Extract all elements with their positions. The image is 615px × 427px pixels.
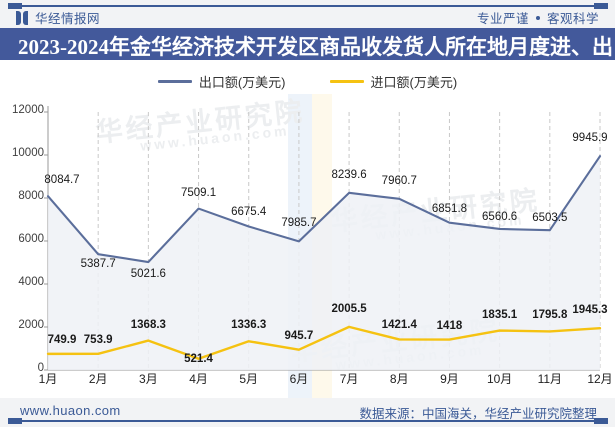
- tagline-right: 客观科学: [546, 12, 599, 26]
- page-footer: www.huaon.com 数据来源：中国海关，华经产业研究院整理: [0, 398, 615, 427]
- data-point-label: 753.9: [83, 333, 113, 346]
- footer-divider: [8, 418, 608, 424]
- brand-name: 华经情报网: [35, 12, 101, 26]
- x-axis-tick-label: 7月: [339, 372, 359, 386]
- y-axis-tick-label: 6000: [18, 233, 44, 245]
- data-point-label: 9945.9: [572, 132, 608, 145]
- data-point-label: 7509.1: [180, 186, 217, 199]
- footer-site-link[interactable]: www.huaon.com: [20, 403, 121, 418]
- brand-logo: 华经情报网: [16, 8, 100, 27]
- data-point-label: 6675.4: [231, 206, 267, 219]
- chart-legend: 出口额(万美元) 进口额(万美元): [0, 68, 615, 94]
- y-axis-tick-label: 4000: [18, 276, 44, 288]
- legend-swatch-export: [157, 79, 192, 83]
- x-axis-tick-label: 8月: [389, 372, 409, 386]
- x-axis-tick-label: 5月: [239, 372, 259, 386]
- data-point-label: 1835.1: [482, 308, 518, 321]
- chart-title-band: 2023-2024年金华经济技术开发区商品收发货人所在地月度进、出口额: [0, 28, 615, 60]
- y-axis-tick-label: 10000: [12, 147, 44, 159]
- data-point-label: 1368.3: [130, 318, 166, 331]
- plot-canvas: [44, 106, 602, 371]
- x-axis-tick-label: 4月: [189, 372, 208, 386]
- x-axis-tick-label: 11月: [537, 372, 563, 386]
- page-title: 2023-2024年金华经济技术开发区商品收发货人所在地月度进、出口额: [18, 35, 615, 59]
- data-point-label: 2005.5: [331, 302, 367, 315]
- footer-source: 数据来源：中国海关，华经产业研究院整理: [359, 407, 597, 421]
- y-axis-tick-label: 2000: [18, 319, 44, 331]
- data-point-label: 749.9: [47, 333, 77, 346]
- header-divider: [8, 3, 608, 9]
- huaon-logo-icon: [16, 10, 29, 25]
- data-point-label: 6560.6: [482, 210, 518, 223]
- data-point-label: 1795.8: [532, 309, 568, 322]
- data-point-label: 7960.7: [381, 174, 417, 187]
- tagline-left: 专业严谨: [476, 12, 529, 26]
- x-axis-tick-label: 10月: [486, 372, 513, 386]
- x-axis-tick-label: 6月: [289, 372, 309, 386]
- brand-header: 华经情报网 专业严谨 客观科学: [0, 0, 615, 28]
- data-point-label: 7985.7: [281, 217, 317, 230]
- y-axis-tick-label: 0: [37, 362, 44, 374]
- x-axis-tick-label: 3月: [139, 372, 158, 386]
- chart-area: 华经产业研究院 www.huaon.com 华经产业研究院 www.huaon.…: [0, 94, 615, 398]
- data-point-label: 1336.3: [231, 319, 267, 332]
- data-point-label: 1945.3: [572, 304, 608, 317]
- x-axis-tick-label: 1月: [38, 372, 58, 386]
- data-point-label: 5021.6: [130, 268, 166, 281]
- data-point-label: 5387.7: [80, 258, 116, 271]
- x-axis-tick-label: 12月: [587, 372, 613, 386]
- x-axis-tick-label: 2月: [88, 372, 108, 386]
- x-axis-tick-label: 9月: [440, 372, 459, 386]
- data-point-label: 6851.8: [431, 202, 468, 215]
- legend-item-import[interactable]: 进口额(万美元): [329, 72, 458, 91]
- legend-swatch-import: [329, 79, 364, 83]
- legend-label-import: 进口额(万美元): [370, 74, 458, 90]
- data-point-label: 8084.7: [44, 174, 80, 187]
- y-axis-tick-label: 12000: [12, 104, 44, 116]
- data-point-label: 521.4: [184, 352, 213, 365]
- y-axis-tick-label: 8000: [18, 190, 44, 202]
- legend-label-export: 出口额(万美元): [198, 74, 286, 90]
- legend-item-export[interactable]: 出口额(万美元): [157, 72, 286, 91]
- bullet-dot-icon: [535, 15, 540, 20]
- brand-tagline: 专业严谨 客观科学: [477, 8, 599, 27]
- data-point-label: 1418: [436, 319, 463, 332]
- data-point-label: 6503.5: [532, 212, 568, 225]
- data-point-label: 8239.6: [331, 168, 367, 181]
- data-point-label: 945.7: [284, 329, 314, 342]
- data-point-label: 1421.4: [381, 319, 417, 332]
